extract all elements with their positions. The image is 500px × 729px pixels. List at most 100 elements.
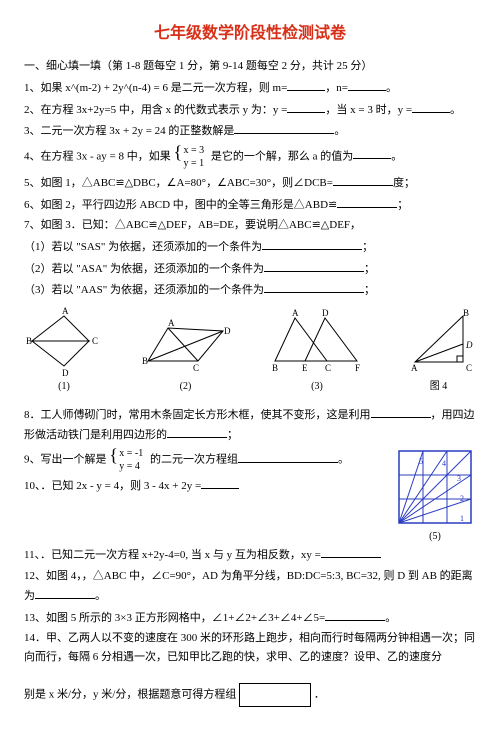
blank xyxy=(264,280,364,293)
q3: 3、二元一次方程 3x + 2y = 24 的正整数解是 。 xyxy=(24,121,476,141)
q6-text: 6、如图 2，平行四边形 ABCD 中，图中的全等三角形是△ABD≌ xyxy=(24,199,337,211)
q1c: 。 xyxy=(386,82,397,94)
figure-1: A B C D (1) xyxy=(24,306,104,395)
blank xyxy=(262,237,362,250)
q3-text: 3、二元一次方程 3x + 2y = 24 的正整数解是 xyxy=(24,125,234,137)
q11-text: 11、．已知二元一次方程 x+2y-4=0, 当 x 与 y 互为相反数，xy … xyxy=(24,549,321,561)
q13-text: 13、如图 5 所示的 3×3 正方形网格中，∠1+∠2+∠3+∠4+∠5= xyxy=(24,612,325,624)
semi: ； xyxy=(362,241,373,253)
svg-text:1: 1 xyxy=(460,514,464,523)
label-a: A xyxy=(168,318,175,328)
q12b: 。 xyxy=(95,590,106,602)
figure-2: A B C D (2) xyxy=(138,316,233,395)
page-title: 七年级数学阶段性检测试卷 xyxy=(24,20,476,47)
label-b: B xyxy=(26,336,32,346)
q7-1: （1）若以 "SAS" 为依据，还须添加的一个条件为 ； xyxy=(24,237,476,257)
q13: 13、如图 5 所示的 3×3 正方形网格中，∠1+∠2+∠3+∠4+∠5= 。 xyxy=(24,608,476,628)
q2: 2、在方程 3x+2y=5 中，用含 x 的代数式表示 y 为：y =，当 x … xyxy=(24,100,476,120)
brace-system: { x = 3y = 1 xyxy=(174,143,209,171)
q8c: ； xyxy=(227,429,238,441)
q10-text: 10、．已知 2x - y = 4，则 3 - 4x + 2y = xyxy=(24,480,201,492)
q7: 7、如图 3．已知：△ABC≌△DEF，AB=DE，要说明△ABC≌△DEF， xyxy=(24,216,476,235)
blank xyxy=(35,586,95,599)
fig1-caption: (1) xyxy=(24,378,104,395)
blank xyxy=(287,78,325,91)
blank xyxy=(234,121,334,134)
q9a: 9、写出一个解是 xyxy=(24,454,107,466)
blank xyxy=(201,476,239,489)
fig5-caption: (5) xyxy=(394,528,476,545)
blank xyxy=(353,146,391,159)
svg-text:3: 3 xyxy=(457,474,461,483)
q4a: 4、在方程 3x - ay = 8 中，如果 xyxy=(24,150,171,162)
q14b-text: 别是 x 米/分，y 米/分，根据题意可得方程组 xyxy=(24,688,236,700)
q5-text: 5、如图 1，△ABC≌△DBC，∠A=80°，∠ABC=30°，则∠DCB= xyxy=(24,177,333,189)
label-d: D xyxy=(62,368,69,378)
q14c: ． xyxy=(314,688,325,700)
blank xyxy=(412,100,450,113)
answer-box-icon xyxy=(239,683,311,707)
q9c: 。 xyxy=(338,454,349,466)
label-d: D xyxy=(224,326,231,336)
blank xyxy=(167,425,227,438)
q7-3-text: （3）若以 "AAS" 为依据，还须添加的一个条件为 xyxy=(24,284,264,296)
q14b: 别是 x 米/分，y 米/分，根据题意可得方程组 ． xyxy=(24,683,476,707)
q4c: 。 xyxy=(391,150,402,162)
svg-text:C: C xyxy=(325,363,331,373)
svg-text:B: B xyxy=(272,363,278,373)
q14: 14．甲、乙两人以不变的速度在 300 米的环形路上跑步，相向而行时每隔两分钟相… xyxy=(24,629,476,666)
blank xyxy=(287,100,325,113)
blank xyxy=(337,195,397,208)
svg-text:2: 2 xyxy=(460,494,464,503)
q2b: ，当 x = 3 时，y = xyxy=(325,104,412,116)
svg-text:F: F xyxy=(355,363,360,373)
figure-4: B D A C 图 4 xyxy=(401,306,476,395)
eq: y = 4 xyxy=(117,461,145,472)
blank xyxy=(348,78,386,91)
q13b: 。 xyxy=(385,612,396,624)
brace-system: { x = -1y = 4 xyxy=(109,446,147,474)
q7-text: 7、如图 3．已知：△ABC≌△DEF，AB=DE，要说明△ABC≌△DEF， xyxy=(24,219,361,231)
figure-row: A B C D (1) A B C D (2) A D B E C F xyxy=(24,306,476,395)
blank xyxy=(321,545,381,558)
eq: y = 1 xyxy=(182,158,207,169)
q1b: ，n= xyxy=(325,82,348,94)
semi: ； xyxy=(364,263,375,275)
blank xyxy=(333,173,393,186)
q9b: 的二元一次方程组 xyxy=(150,454,238,466)
eq: x = 3 xyxy=(182,145,207,156)
q7-2: （2）若以 "ASA" 为依据，还须添加的一个条件为 ； xyxy=(24,259,476,279)
label-c: C xyxy=(92,336,98,346)
section-heading: 一、细心填一填（第 1-8 题每空 1 分，第 9-14 题每空 2 分，共计 … xyxy=(24,57,476,76)
q2c: 。 xyxy=(450,104,461,116)
q4: 4、在方程 3x - ay = 8 中，如果 { x = 3y = 1 是它的一… xyxy=(24,143,476,171)
q6: 6、如图 2，平行四边形 ABCD 中，图中的全等三角形是△ABD≌ ； xyxy=(24,195,476,215)
q7-1-text: （1）若以 "SAS" 为依据，还须添加的一个条件为 xyxy=(24,241,262,253)
figure-5: 1 2 3 4 5 (5) xyxy=(394,446,476,545)
fig3-caption: (3) xyxy=(267,378,367,395)
blank xyxy=(238,450,338,463)
svg-text:E: E xyxy=(302,363,308,373)
svg-text:A: A xyxy=(411,363,418,373)
q7-3: （3）若以 "AAS" 为依据，还须添加的一个条件为； xyxy=(24,280,476,300)
q3b: 。 xyxy=(334,125,345,137)
q8-text: 8．工人师傅砌门时，常用木条固定长方形木框，使其不变形，这是利用 xyxy=(24,409,371,421)
fig2-caption: (2) xyxy=(138,378,233,395)
svg-text:A: A xyxy=(292,308,299,318)
blank xyxy=(325,608,385,621)
q7-2-text: （2）若以 "ASA" 为依据，还须添加的一个条件为 xyxy=(24,263,264,275)
q14-text: 14．甲、乙两人以不变的速度在 300 米的环形路上跑步，相向而行时每隔两分钟相… xyxy=(24,632,475,663)
fig4-caption: 图 4 xyxy=(401,378,476,395)
label-a: A xyxy=(62,306,69,316)
blank xyxy=(264,259,364,272)
svg-text:B: B xyxy=(463,308,469,318)
svg-text:4: 4 xyxy=(442,459,446,468)
q8: 8．工人师傅砌门时，常用木条固定长方形木框，使其不变形，这是利用，用四边形做活动… xyxy=(24,405,476,444)
eq: x = -1 xyxy=(117,448,145,459)
svg-text:C: C xyxy=(466,363,472,373)
q6b: ； xyxy=(397,199,408,211)
q4b: 是它的一个解，那么 a 的值为 xyxy=(211,150,353,162)
svg-text:D: D xyxy=(465,340,473,350)
blank xyxy=(371,405,431,418)
svg-text:D: D xyxy=(322,308,329,318)
